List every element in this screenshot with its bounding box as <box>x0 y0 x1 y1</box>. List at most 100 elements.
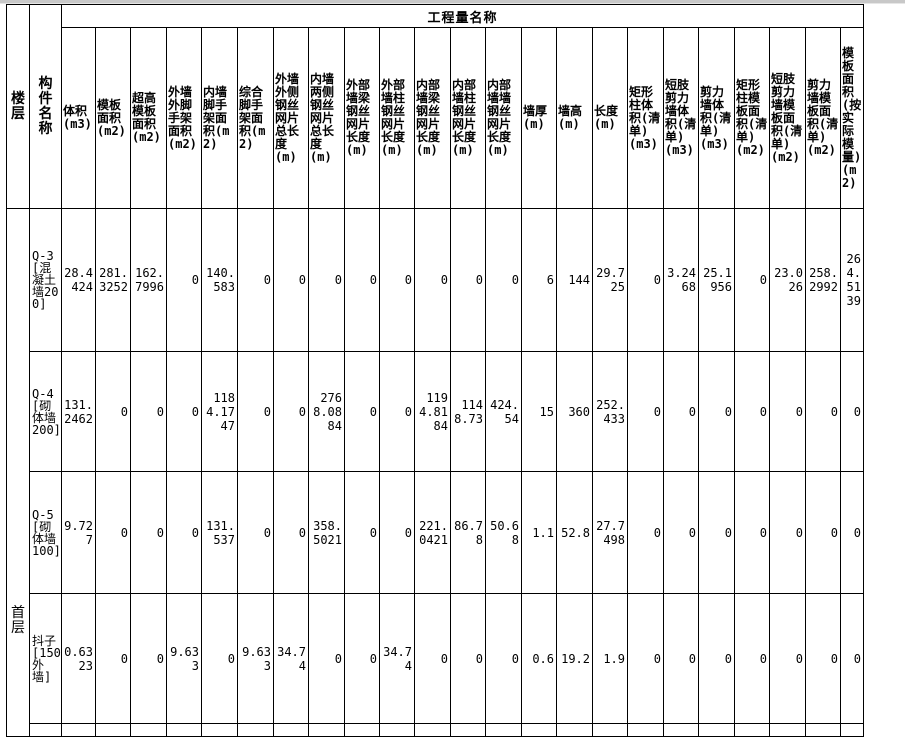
value-cell[interactable]: 0.6323 <box>61 593 96 724</box>
column-header-17[interactable]: 矩形柱体积(清单)(m3) <box>627 27 664 209</box>
value-cell[interactable]: 140.583 <box>201 208 238 352</box>
value-cell[interactable]: 0 <box>414 208 451 352</box>
column-header-9[interactable]: 外部墙梁钢丝网片长度(m) <box>344 27 380 209</box>
column-header-7[interactable]: 外墙外侧钢丝网片总长度(m) <box>273 27 309 209</box>
value-cell[interactable]: 258.2992 <box>805 208 841 352</box>
column-header-10[interactable]: 外部墙柱钢丝网片长度(m) <box>379 27 415 209</box>
floor-header[interactable]: 楼层 <box>6 4 30 209</box>
value-cell[interactable]: 0 <box>308 208 345 352</box>
value-cell[interactable]: 34.74 <box>379 593 415 724</box>
value-cell[interactable]: 9.633 <box>237 593 274 724</box>
value-cell[interactable]: 0 <box>805 471 841 594</box>
value-cell[interactable]: 1.1 <box>521 471 557 594</box>
value-cell[interactable]: 9.633 <box>166 593 202 724</box>
value-cell[interactable]: 144 <box>556 208 593 352</box>
column-header-6[interactable]: 综合脚手架面积(m2) <box>237 27 274 209</box>
value-cell[interactable]: 264.5139 <box>840 208 864 352</box>
value-cell[interactable]: 0 <box>237 471 274 594</box>
value-cell[interactable]: 0 <box>734 471 770 594</box>
column-header-5[interactable]: 内墙脚手架面积(m2) <box>201 27 238 209</box>
value-cell[interactable]: 0 <box>95 471 131 594</box>
value-cell[interactable]: 0 <box>344 208 380 352</box>
value-cell[interactable]: 0 <box>698 351 735 472</box>
value-cell[interactable]: 0 <box>805 593 841 724</box>
value-cell[interactable]: 0 <box>95 593 131 724</box>
value-cell[interactable]: 424.54 <box>485 351 522 472</box>
column-header-2[interactable]: 模板面积(m2) <box>95 27 131 209</box>
value-cell[interactable]: 0 <box>273 351 309 472</box>
column-header-15[interactable]: 墙高(m) <box>556 27 593 209</box>
column-header-3[interactable]: 超高模板面积(m2) <box>130 27 167 209</box>
column-header-13[interactable]: 内部墙墙钢丝网片长度(m) <box>485 27 522 209</box>
value-cell[interactable]: 0 <box>450 208 486 352</box>
value-cell[interactable]: 28.4424 <box>61 208 96 352</box>
value-cell[interactable]: 360 <box>556 351 593 472</box>
column-header-16[interactable]: 长度(m) <box>592 27 628 209</box>
value-cell[interactable]: 0 <box>698 471 735 594</box>
value-cell[interactable]: 0 <box>237 208 274 352</box>
value-cell[interactable]: 0 <box>344 351 380 472</box>
value-cell[interactable]: 0 <box>344 593 380 724</box>
component-name-header[interactable]: 构件名称 <box>29 4 62 209</box>
value-cell[interactable]: 0 <box>273 471 309 594</box>
value-cell[interactable]: 9.727 <box>61 471 96 594</box>
value-cell[interactable]: 131.2462 <box>61 351 96 472</box>
column-header-1[interactable]: 体积(m3) <box>61 27 96 209</box>
value-cell[interactable]: 221.0421 <box>414 471 451 594</box>
value-cell[interactable]: 0 <box>379 471 415 594</box>
value-cell[interactable]: 1148.73 <box>450 351 486 472</box>
value-cell[interactable]: 0 <box>769 593 806 724</box>
value-cell[interactable]: 1.9 <box>592 593 628 724</box>
column-header-20[interactable]: 矩形柱模板面积(清单)(m2) <box>734 27 770 209</box>
value-cell[interactable]: 0 <box>734 593 770 724</box>
value-cell[interactable]: 0 <box>201 593 238 724</box>
value-cell[interactable]: 0 <box>450 593 486 724</box>
value-cell[interactable]: 1184.1747 <box>201 351 238 472</box>
column-header-4[interactable]: 外墙外脚手架面积(m2) <box>166 27 202 209</box>
value-cell[interactable]: 34.74 <box>273 593 309 724</box>
value-cell[interactable]: 0 <box>95 351 131 472</box>
column-header-23[interactable]: 模板面积(按实际模量)(m2) <box>840 27 864 209</box>
column-header-14[interactable]: 墙厚(m) <box>521 27 557 209</box>
value-cell[interactable]: 0 <box>734 208 770 352</box>
value-cell[interactable]: 0 <box>166 351 202 472</box>
value-cell[interactable]: 23.026 <box>769 208 806 352</box>
component-name-cell[interactable]: Q-4[砌体墙200] <box>29 351 62 472</box>
value-cell[interactable]: 27.7498 <box>592 471 628 594</box>
value-cell[interactable]: 52.8 <box>556 471 593 594</box>
value-cell[interactable]: 2768.0884 <box>308 351 345 472</box>
value-cell[interactable]: 0 <box>805 351 841 472</box>
value-cell[interactable]: 0 <box>130 471 167 594</box>
value-cell[interactable]: 0 <box>769 351 806 472</box>
column-header-22[interactable]: 剪力墙模板面积(清单)(m2) <box>805 27 841 209</box>
value-cell[interactable]: 0 <box>308 593 345 724</box>
value-cell[interactable]: 0 <box>485 593 522 724</box>
value-cell[interactable]: 0 <box>166 471 202 594</box>
value-cell[interactable]: 6 <box>521 208 557 352</box>
quantity-title-header[interactable]: 工程量名称 <box>61 4 864 28</box>
value-cell[interactable]: 3.2468 <box>663 208 699 352</box>
value-cell[interactable]: 162.7996 <box>130 208 167 352</box>
column-header-8[interactable]: 内墙两侧钢丝网片总长度(m) <box>308 27 345 209</box>
value-cell[interactable]: 358.5021 <box>308 471 345 594</box>
column-header-21[interactable]: 短肢剪力墙模板面积(清单)(m2) <box>769 27 806 209</box>
value-cell[interactable]: 0 <box>130 351 167 472</box>
value-cell[interactable]: 131.537 <box>201 471 238 594</box>
column-header-11[interactable]: 内部墙梁钢丝网片长度(m) <box>414 27 451 209</box>
value-cell[interactable]: 0 <box>237 351 274 472</box>
floor-cell[interactable]: 首层 <box>6 208 30 737</box>
value-cell[interactable]: 0 <box>663 351 699 472</box>
value-cell[interactable]: 0 <box>698 593 735 724</box>
value-cell[interactable]: 0 <box>379 351 415 472</box>
component-name-cell[interactable]: 抖子[150外墙] <box>29 593 62 724</box>
component-name-cell[interactable]: Q-5[砌体墙100] <box>29 471 62 594</box>
value-cell[interactable]: 50.68 <box>485 471 522 594</box>
value-cell[interactable]: 86.78 <box>450 471 486 594</box>
value-cell[interactable]: 25.1956 <box>698 208 735 352</box>
value-cell[interactable]: 0 <box>344 471 380 594</box>
value-cell[interactable]: 0 <box>627 351 664 472</box>
value-cell[interactable]: 0 <box>663 471 699 594</box>
value-cell[interactable]: 0 <box>663 593 699 724</box>
value-cell[interactable]: 0 <box>734 351 770 472</box>
value-cell[interactable]: 0 <box>166 208 202 352</box>
